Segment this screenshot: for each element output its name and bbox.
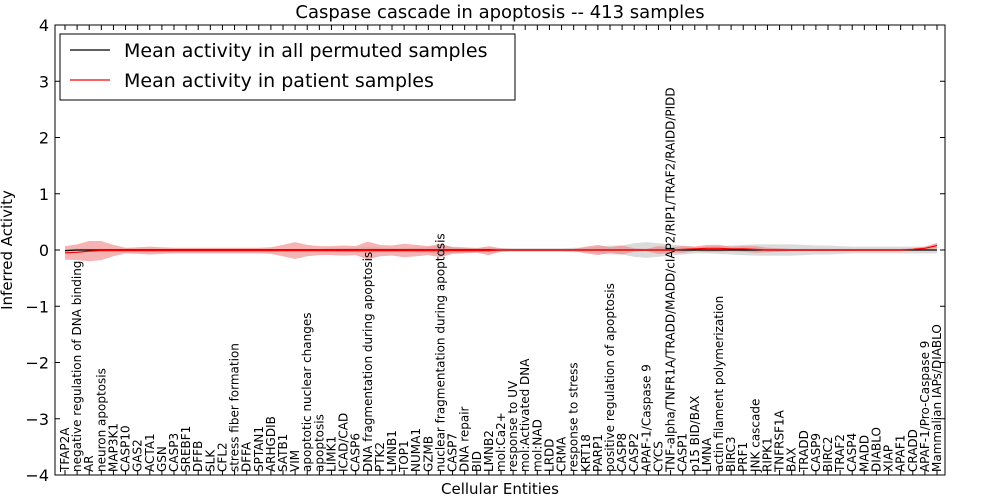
category-label: APAF1: [894, 435, 908, 472]
category-label: CYCS: [651, 441, 665, 472]
y-tick-label: −2: [25, 354, 49, 373]
category-label: BAX: [785, 447, 799, 472]
category-label: APAF-1/Caspase 9: [639, 364, 653, 472]
category-label: TOP1: [397, 440, 411, 473]
category-label: stress fiber formation: [228, 343, 242, 472]
category-label: apoptotic nuclear changes: [300, 313, 314, 472]
line-patient: [64, 244, 938, 254]
category-label: DIABLO: [869, 427, 883, 472]
category-label: LRDD: [542, 438, 556, 472]
category-label: CASP9: [809, 433, 823, 472]
category-label: ARHGDIB: [264, 416, 278, 472]
category-label: TFAP2A: [58, 427, 72, 473]
category-label: ACTA1: [143, 433, 157, 472]
category-label: VIM: [288, 450, 302, 472]
chart-title: Caspase cascade in apoptosis -- 413 samp…: [295, 2, 704, 23]
category-label: CASP1: [676, 433, 690, 472]
category-label: DNA repair: [458, 406, 472, 472]
category-label: APAF-1/Pro-Caspase 9: [918, 341, 932, 472]
category-label: JNK cascade: [748, 399, 762, 473]
category-label: response to UV: [506, 380, 520, 472]
category-label: DNA fragmentation during apoptosis: [361, 252, 375, 472]
category-label: response to stress: [567, 362, 581, 472]
y-tick-label: −4: [25, 466, 49, 485]
category-label: apoptosis: [312, 414, 326, 472]
category-label: TNFRSF1A: [773, 409, 787, 473]
category-label: positive regulation of apoptosis: [603, 283, 617, 472]
category-label: MAP3K1: [106, 423, 120, 472]
legend-label-permuted: Mean activity in all permuted samples: [124, 40, 487, 62]
category-label: TRADD: [797, 430, 811, 473]
category-label: LMNB2: [482, 430, 496, 472]
category-label: mol:Ca2+: [494, 412, 508, 472]
band-patient: [65, 241, 937, 262]
category-label: BIRC3: [724, 436, 738, 472]
category-label: CASP7: [446, 433, 460, 472]
category-label: BIRC2: [821, 436, 835, 472]
category-label: RIPK1: [760, 437, 774, 472]
legend-label-patient: Mean activity in patient samples: [124, 70, 434, 92]
axes: −4 −3 −2 −1 0 1 2 3 4: [25, 16, 946, 485]
category-label: PTK2: [373, 442, 387, 472]
category-label: actin filament polymerization: [712, 296, 726, 472]
category-label: SPTAN1: [252, 426, 266, 472]
y-tick-label: −1: [25, 297, 49, 316]
category-label: KRT18: [579, 434, 593, 472]
category-label: CASP6: [349, 433, 363, 472]
category-label: CASP2: [627, 433, 641, 472]
y-tick-label: 3: [39, 72, 49, 91]
legend-frame: [59, 33, 516, 101]
plot-area: [64, 241, 938, 262]
y-tick-label: 4: [39, 16, 49, 35]
category-label: GZMB: [421, 436, 435, 472]
category-label: AR: [82, 455, 96, 472]
category-label: mol:NAD: [530, 419, 544, 472]
category-label: CASP10: [119, 425, 133, 472]
y-tick-label: 2: [39, 129, 49, 148]
category-label: Mammalian IAPs/DIABLO: [930, 324, 944, 472]
category-label: CFL2: [215, 442, 229, 472]
category-label: DFFB: [191, 441, 205, 472]
category-label: neuron apoptosis: [94, 368, 108, 472]
category-label: CRADD: [906, 429, 920, 472]
category-label: CASP4: [845, 433, 859, 472]
category-label: nuclear fragmentation during apoptosis: [433, 233, 447, 472]
category-label: ICAD/CAD: [337, 413, 351, 472]
category-label: LMNA: [700, 437, 714, 472]
category-label: negative regulation of DNA binding: [70, 261, 84, 472]
category-label: CASP3: [167, 433, 181, 472]
y-axis-label: Inferred Activity: [0, 190, 16, 310]
category-label: BID: [470, 451, 484, 472]
category-label: DFFA: [240, 441, 254, 472]
x-axis-label: Cellular Entities: [441, 480, 559, 498]
category-label: SREBF1: [179, 426, 193, 472]
category-label: MADD: [857, 435, 871, 472]
category-label: XIAP: [882, 445, 896, 472]
category-label: PRF1: [736, 442, 750, 472]
category-label: SLK: [203, 449, 217, 472]
category-label: GAS2: [131, 439, 145, 472]
category-label: TRAF2: [833, 434, 847, 473]
category-label: NUMA1: [409, 428, 423, 472]
category-label: TNF-alpha/TNFR1A/TRADD/MADD/cIAP2/RIP1/T…: [664, 87, 678, 473]
category-label: CRMA: [555, 436, 569, 472]
category-label: PARP1: [591, 434, 605, 472]
category-label: GSN: [155, 446, 169, 472]
y-tick-label: 1: [39, 185, 49, 204]
legend: Mean activity in all permuted samples Me…: [59, 33, 516, 101]
category-label: p15 BID/BAX: [688, 396, 702, 472]
y-tick-label: −3: [25, 410, 49, 429]
category-label: CASP8: [615, 433, 629, 472]
category-label: mol:Activated DNA: [518, 358, 532, 472]
category-label: LIMK1: [324, 436, 338, 472]
y-tick-label: 0: [39, 241, 49, 260]
category-label: LMNB1: [385, 430, 399, 472]
category-label: SATB1: [276, 434, 290, 472]
